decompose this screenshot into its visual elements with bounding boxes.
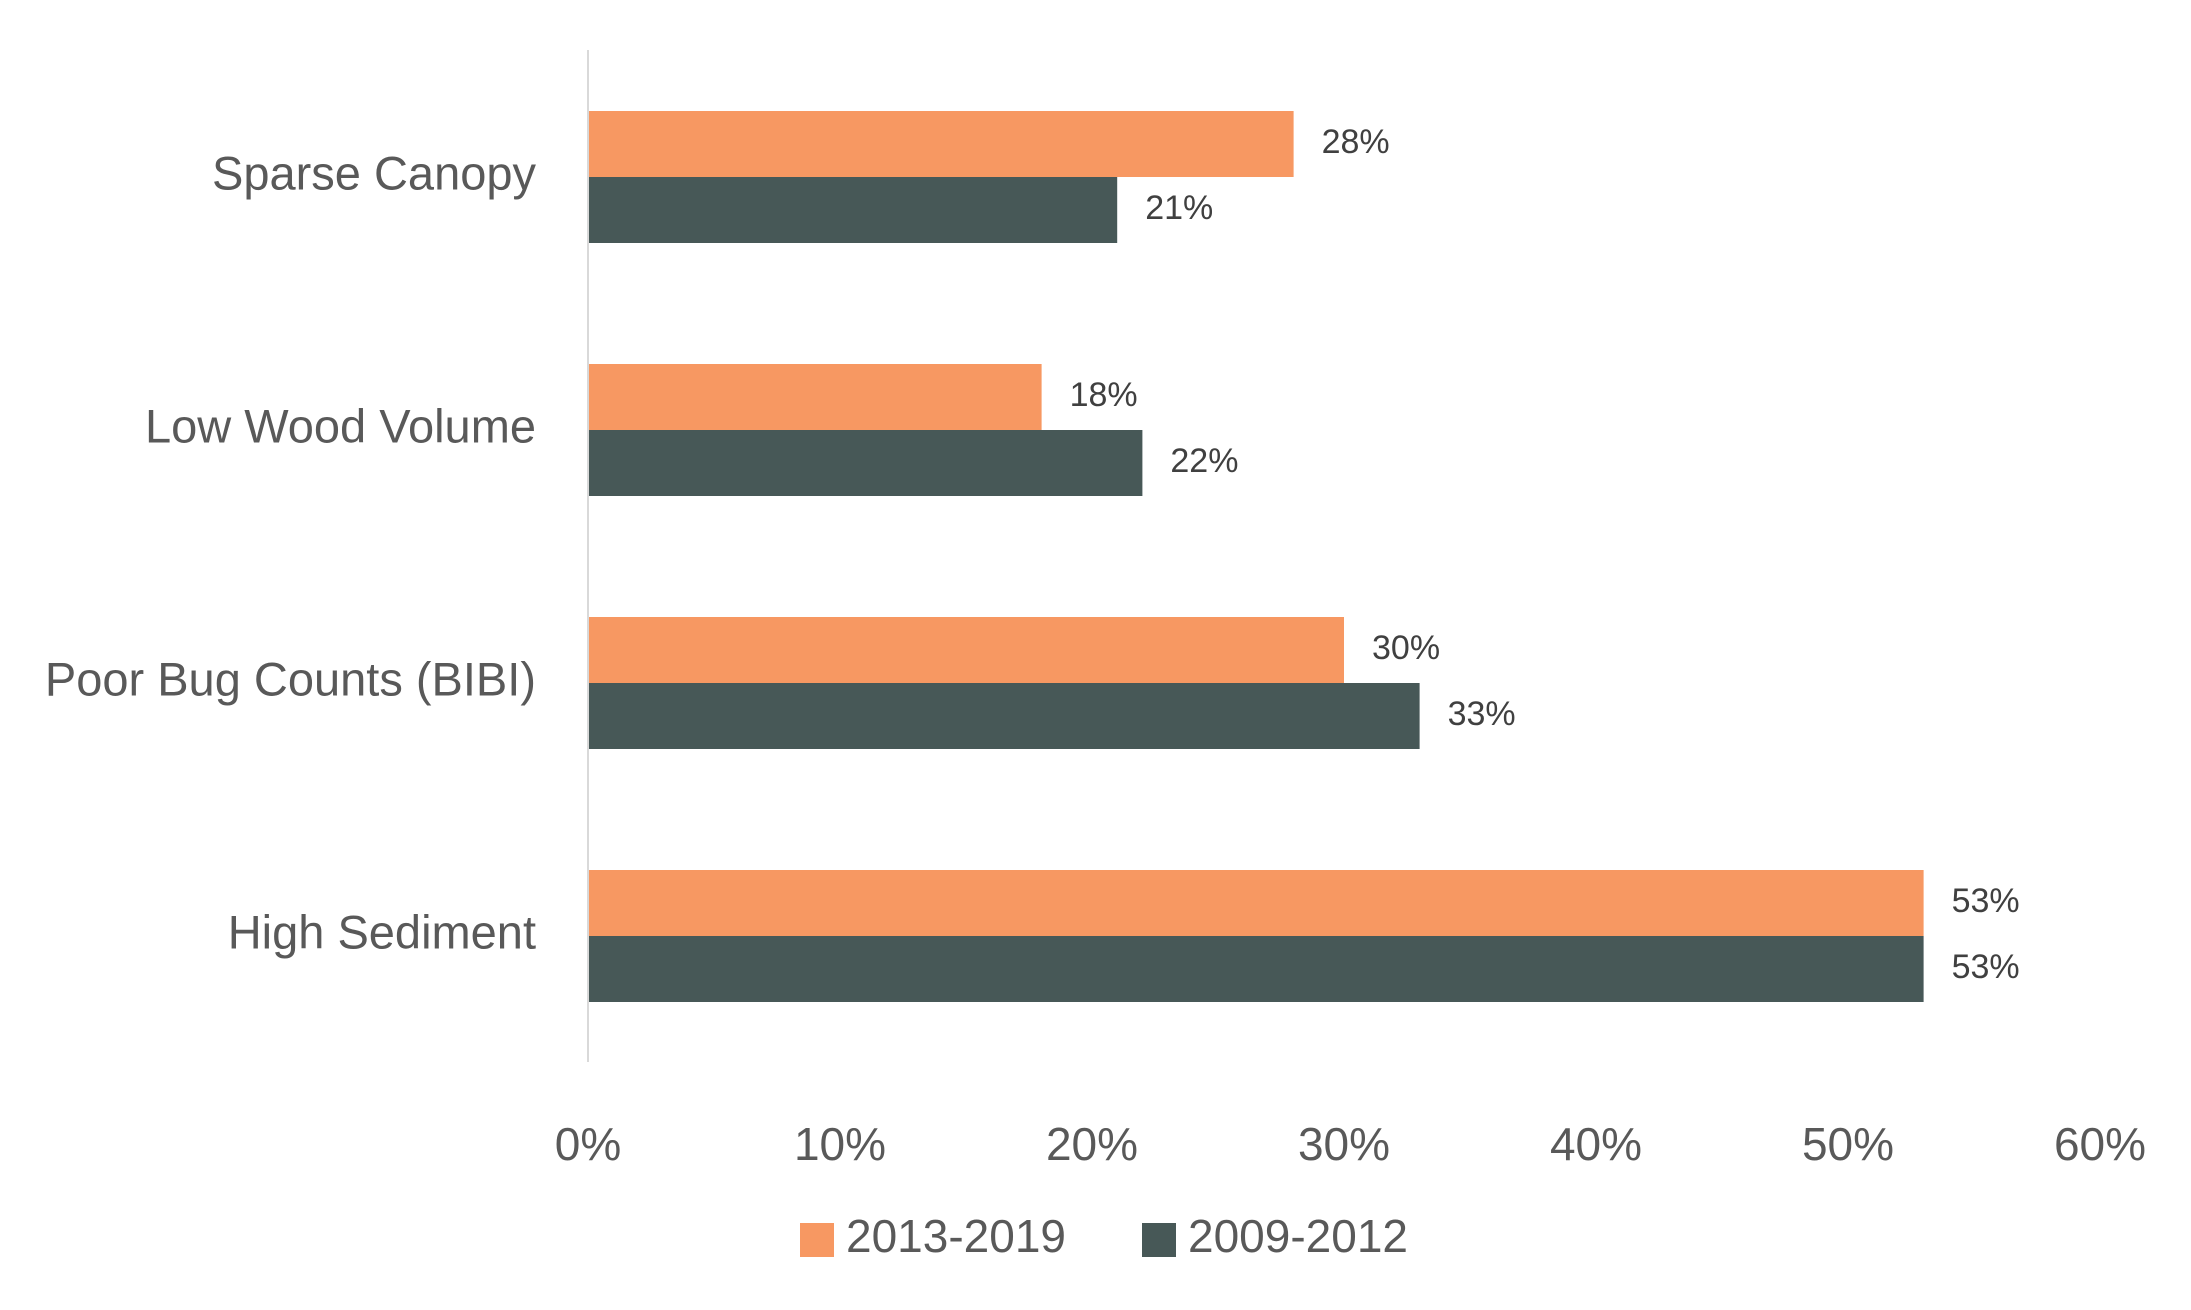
data-label-sparse-canopy-2013-2019: 28% [1322, 123, 1390, 161]
category-label-sparse-canopy: Sparse Canopy [212, 146, 536, 199]
legend-label-2013-2019: 2013-2019 [846, 1210, 1066, 1262]
bar-low-wood-volume-2013-2019 [588, 364, 1042, 430]
bar-high-sediment-2009-2012 [588, 936, 1924, 1002]
data-label-poor-bug-counts-bibi-2013-2019: 30% [1372, 629, 1440, 667]
data-label-poor-bug-counts-bibi-2009-2012: 33% [1448, 695, 1516, 733]
data-label-high-sediment-2009-2012: 53% [1952, 948, 2020, 986]
x-tick-label: 10% [794, 1118, 886, 1170]
data-label-low-wood-volume-2013-2019: 18% [1070, 376, 1138, 414]
data-label-low-wood-volume-2009-2012: 22% [1170, 442, 1238, 480]
x-tick-label: 50% [1802, 1118, 1894, 1170]
bar-low-wood-volume-2009-2012 [588, 430, 1143, 496]
x-tick-label: 60% [2054, 1118, 2146, 1170]
bar-sparse-canopy-2009-2012 [588, 177, 1118, 243]
x-tick-label: 20% [1046, 1118, 1138, 1170]
category-label-high-sediment: High Sediment [228, 905, 536, 958]
legend-label-2009-2012: 2009-2012 [1188, 1210, 1408, 1262]
data-label-high-sediment-2013-2019: 53% [1952, 882, 2020, 920]
bar-high-sediment-2013-2019 [588, 870, 1924, 936]
data-label-sparse-canopy-2009-2012: 21% [1145, 189, 1213, 227]
x-tick-label: 30% [1298, 1118, 1390, 1170]
bar-sparse-canopy-2013-2019 [588, 111, 1294, 177]
category-label-poor-bug-counts-bibi: Poor Bug Counts (BIBI) [45, 652, 536, 705]
plot-area: Sparse Canopy 28% 21% Low Wood Volume 18% 22%… [45, 50, 2146, 1170]
legend-swatch-2009-2012 [1142, 1223, 1176, 1257]
x-tick-label: 0% [555, 1118, 621, 1170]
legend: 2013-2019 2009-2012 [800, 1210, 1408, 1262]
bar-poor-bug-counts-bibi-2013-2019 [588, 617, 1344, 683]
legend-swatch-2013-2019 [800, 1223, 834, 1257]
x-tick-label: 40% [1550, 1118, 1642, 1170]
category-label-low-wood-volume: Low Wood Volume [145, 399, 536, 452]
bar-poor-bug-counts-bibi-2009-2012 [588, 683, 1420, 749]
